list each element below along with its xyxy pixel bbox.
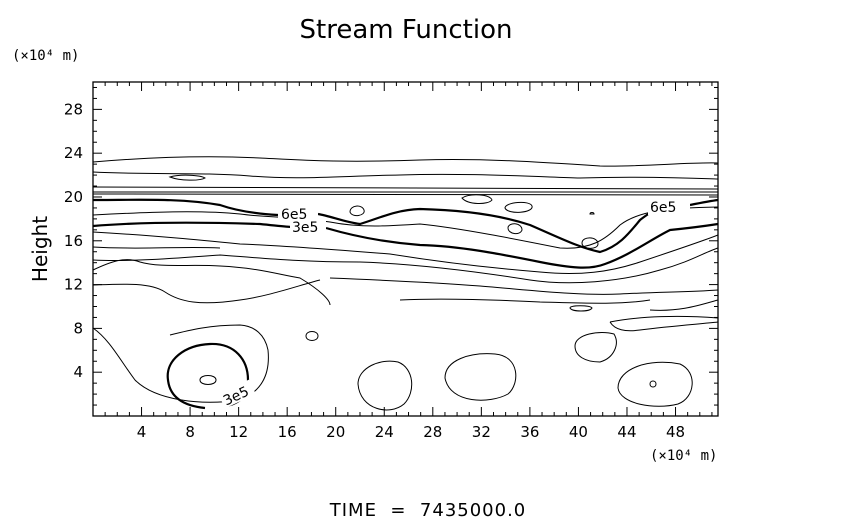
y-tick-label: 4 — [73, 363, 83, 381]
contour-line — [92, 193, 719, 196]
contour-line — [617, 361, 693, 407]
x-tick-label: 36 — [520, 423, 539, 441]
contour-line — [357, 360, 413, 411]
contour-line — [92, 156, 719, 167]
y-tick-label: 24 — [64, 144, 83, 162]
x-tick-label: 4 — [137, 423, 147, 441]
y-tick-label: 12 — [64, 276, 83, 294]
time-footer: TIME = 7435000.0 — [329, 500, 527, 519]
contour-line — [92, 246, 719, 284]
contour-label-bg — [278, 206, 318, 222]
x-tick-label: 40 — [569, 423, 588, 441]
x-tick-label: 16 — [278, 423, 297, 441]
contour-line — [92, 198, 719, 254]
contour-line — [444, 353, 517, 401]
x-tick-label: 28 — [423, 423, 442, 441]
contour-line — [507, 223, 523, 235]
contour-line — [649, 380, 657, 388]
y-tick-label: 8 — [73, 319, 83, 337]
y-axis-label: Height — [28, 216, 52, 282]
contour-line — [199, 375, 217, 385]
x-tick-label: 12 — [229, 423, 248, 441]
x-tick-label: 32 — [472, 423, 491, 441]
contour-line — [569, 305, 593, 312]
chart-title: Stream Function — [300, 15, 513, 45]
plot-frame — [92, 81, 719, 417]
y-tick-label: 28 — [64, 100, 83, 118]
x-tick-label: 20 — [326, 423, 345, 441]
contour-line — [92, 206, 719, 249]
contour-line — [589, 212, 595, 215]
contour-line — [305, 331, 319, 341]
y-tick-label: 20 — [64, 188, 83, 206]
contour-line — [504, 201, 533, 213]
contour-line — [92, 171, 719, 180]
contour-line — [92, 324, 269, 403]
contour-line — [609, 315, 719, 332]
contour-lines — [92, 156, 719, 411]
contour-line — [92, 221, 719, 269]
contour-label: 3e5 — [292, 220, 318, 236]
contour-line — [329, 277, 719, 295]
x-axis-unit: (×10⁴ m) — [650, 448, 717, 464]
contour-labels: 6e5 3e5 6e5 3e5 — [218, 199, 690, 409]
y-axis-unit: (×10⁴ m) — [12, 48, 79, 64]
x-tick-label: 8 — [185, 423, 195, 441]
contour-label-bg — [648, 199, 690, 215]
contour-line — [581, 237, 599, 249]
x-tick-label: 44 — [617, 423, 636, 441]
contour-line — [461, 194, 493, 204]
contour-line — [168, 174, 206, 181]
y-tick-label: 16 — [64, 232, 83, 250]
contour-line — [574, 332, 617, 363]
contour-line — [349, 205, 365, 217]
contour-label-bg — [290, 219, 326, 234]
contour-line — [92, 231, 719, 275]
x-tick-label: 48 — [666, 423, 685, 441]
contour-label-bg — [218, 379, 256, 409]
x-tick-label: 24 — [375, 423, 394, 441]
contour-line — [92, 186, 719, 190]
contour-label: 6e5 — [650, 200, 676, 216]
contour-line — [92, 259, 331, 306]
contour-line — [399, 298, 719, 311]
